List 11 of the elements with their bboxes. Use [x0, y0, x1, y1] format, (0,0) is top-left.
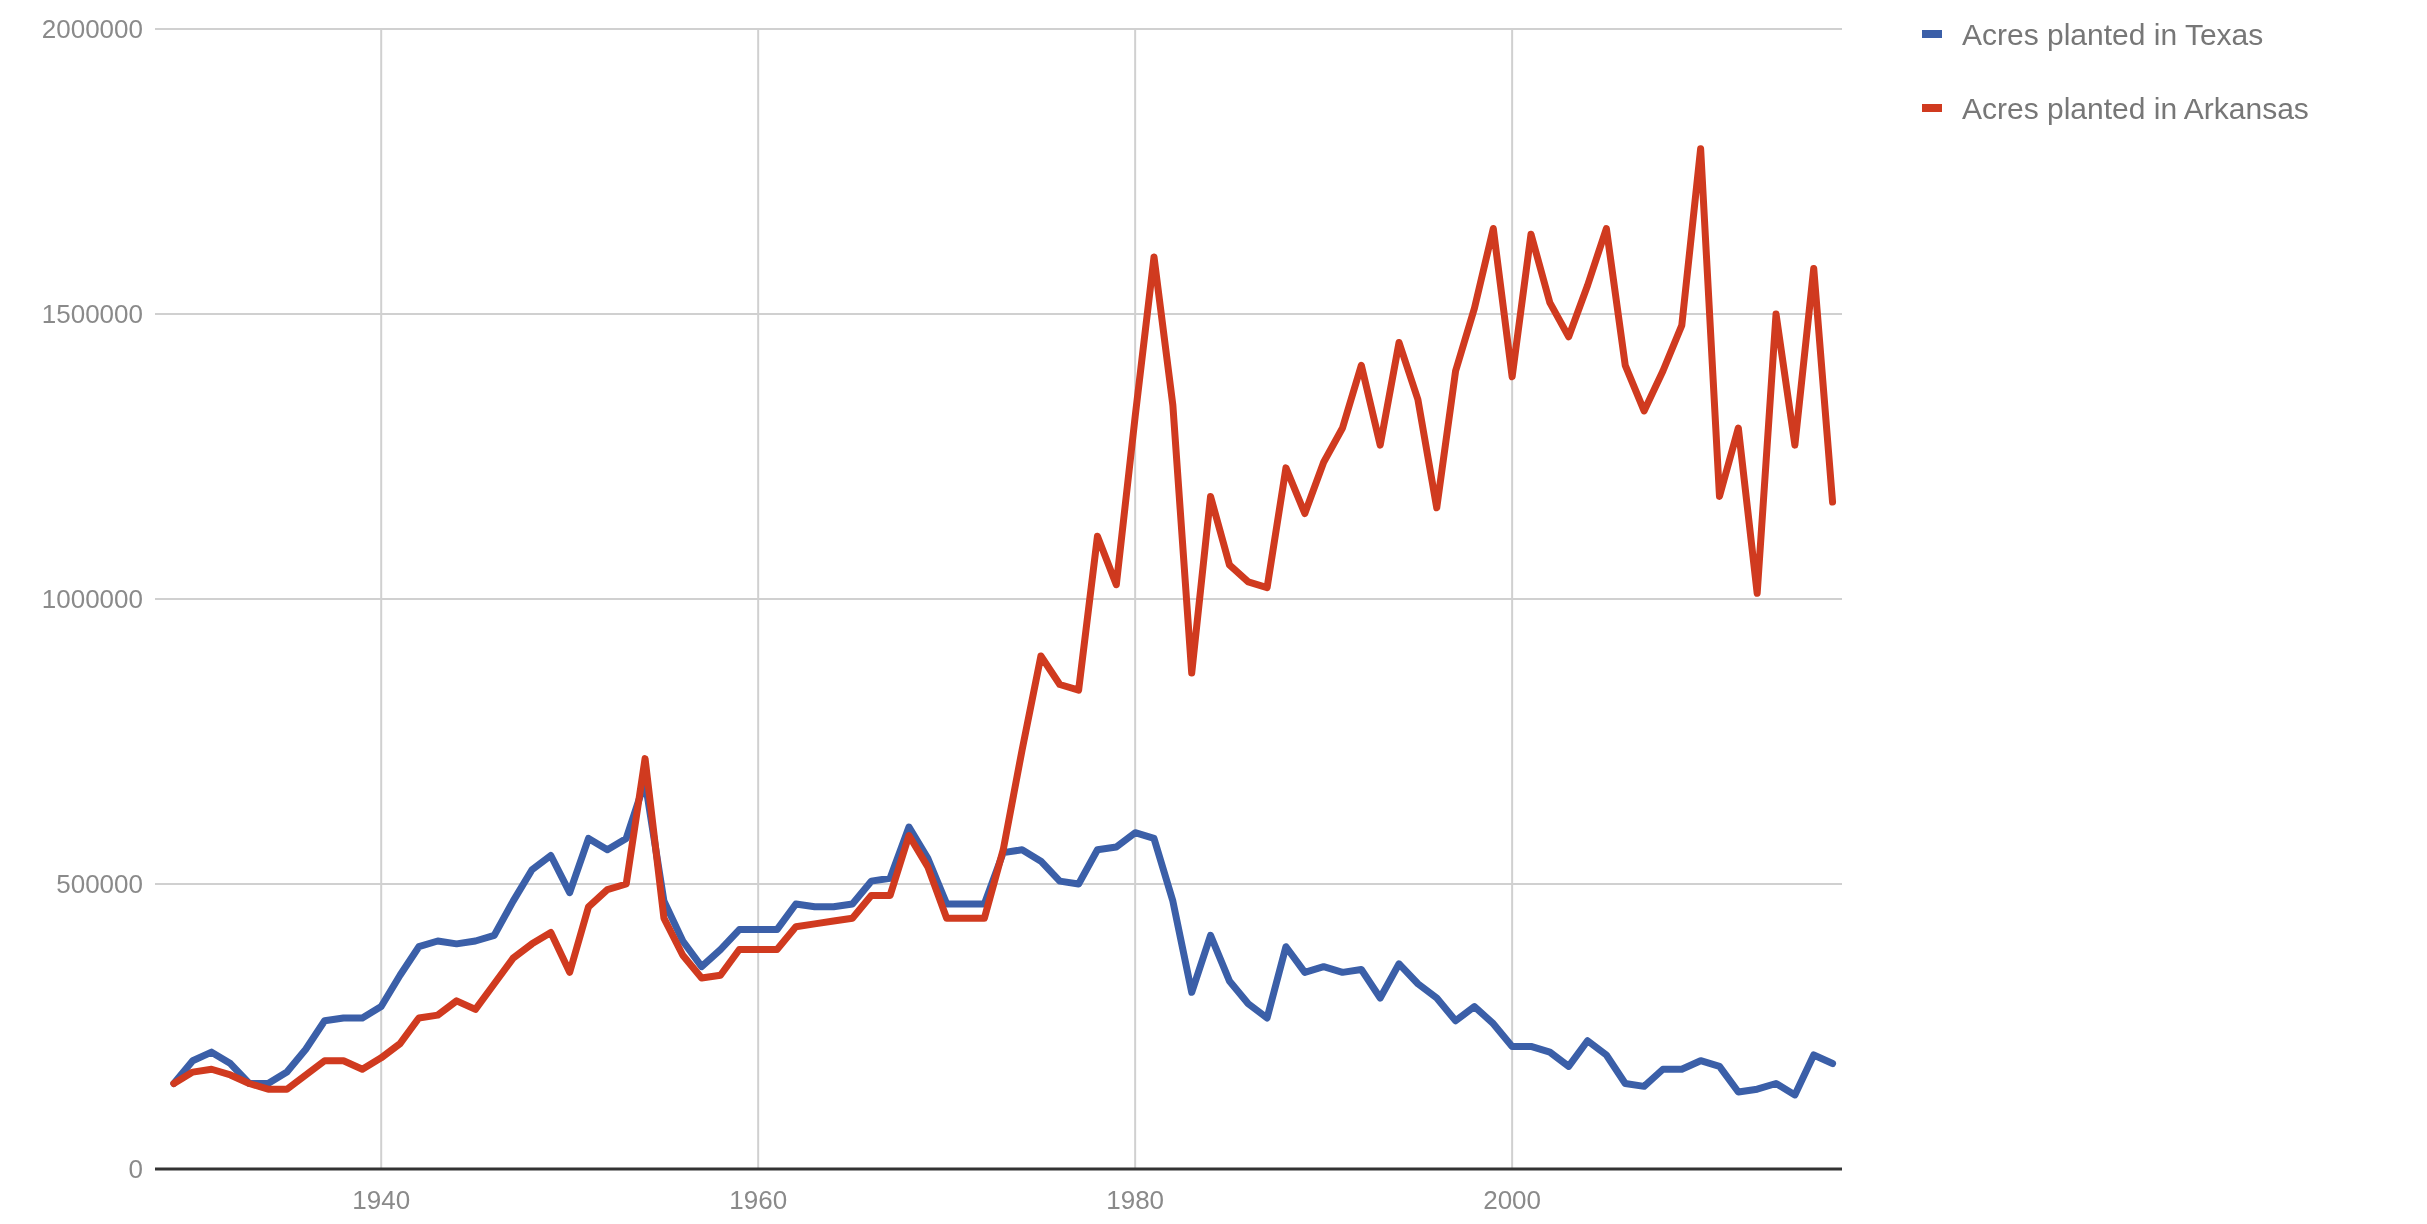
x-tick-label: 1980	[1106, 1185, 1165, 1215]
y-tick-label: 500000	[56, 869, 143, 900]
x-tick-label: 1960	[729, 1185, 788, 1215]
y-tick-label: 2000000	[41, 14, 143, 45]
y-tick-label: 0	[128, 1154, 143, 1185]
y-tick-label: 1500000	[41, 299, 143, 330]
legend-label: Acres planted in Texas	[1962, 17, 2264, 51]
legend-label: Acres planted in Arkansas	[1962, 91, 2309, 125]
x-tick-label: 1940	[352, 1185, 411, 1215]
x-tick-label: 2000	[1483, 1185, 1542, 1215]
y-tick-label: 1000000	[41, 584, 143, 615]
